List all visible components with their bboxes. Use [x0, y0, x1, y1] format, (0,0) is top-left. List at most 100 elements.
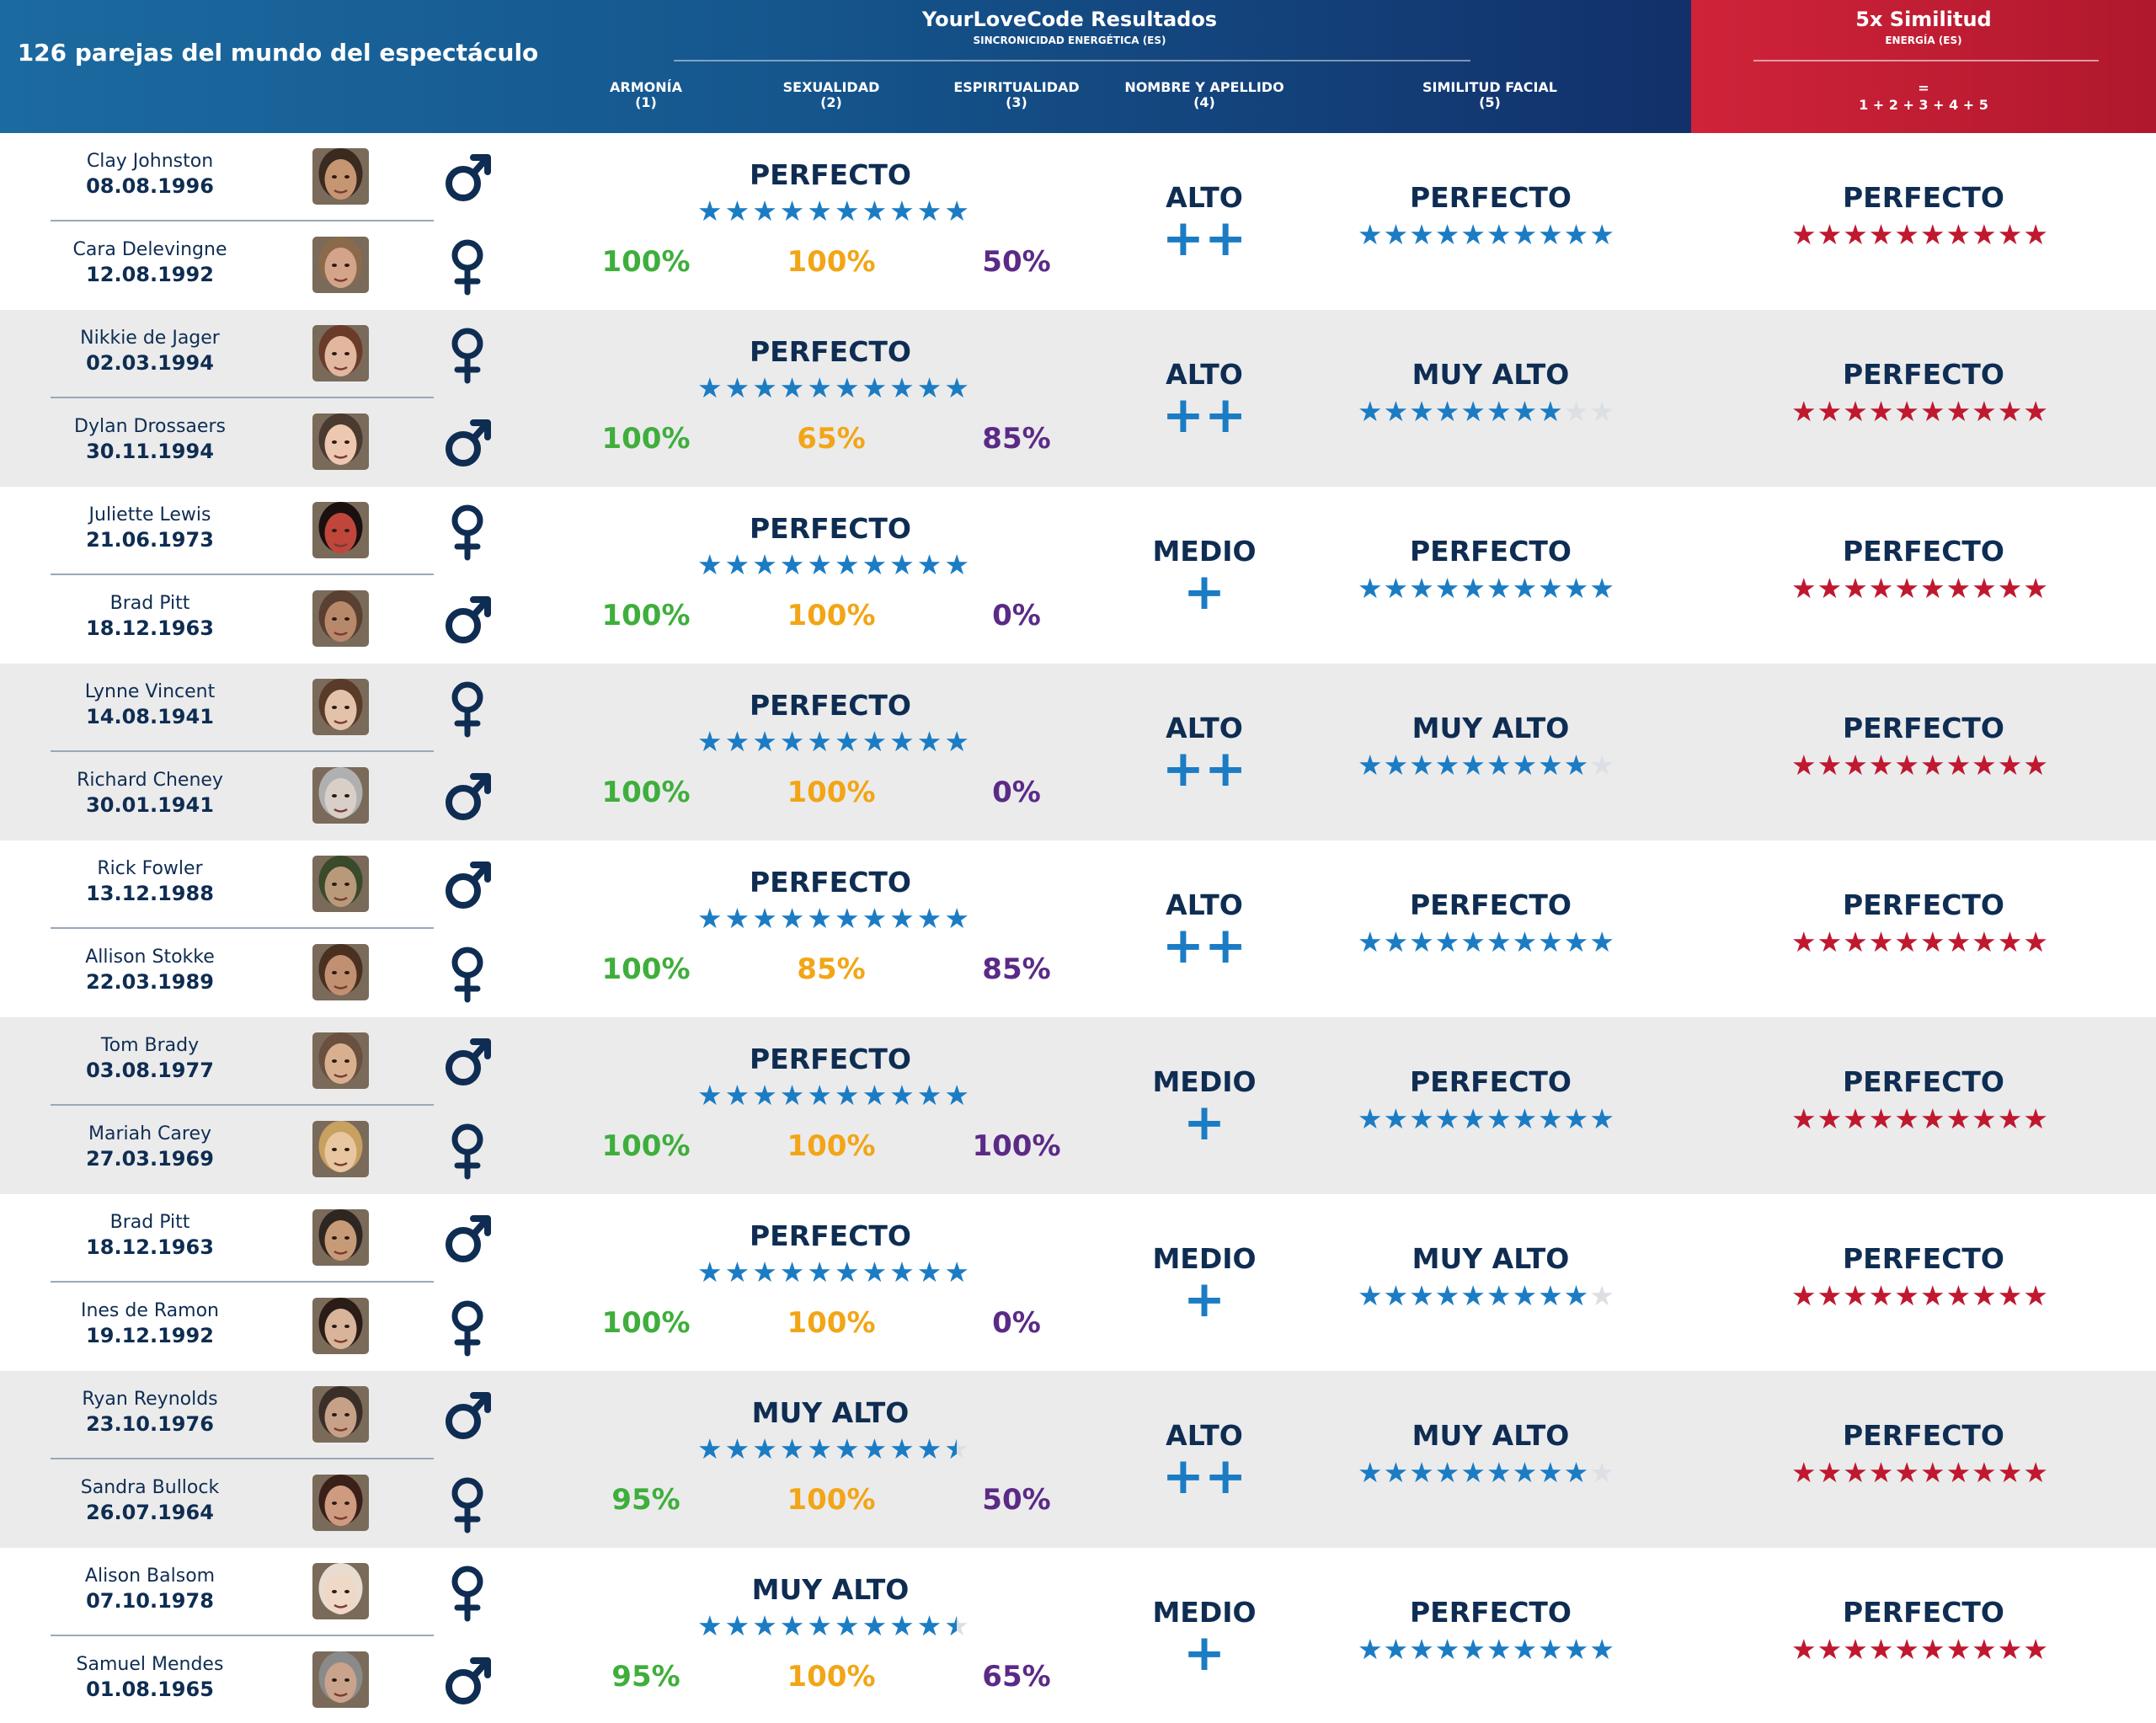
star-icon: ★★: [1512, 1633, 1538, 1666]
star-icon: ★★: [1383, 1456, 1409, 1489]
star-icon: ★★: [2023, 395, 2048, 428]
avatar: [312, 502, 369, 558]
star-icon: ★★: [916, 725, 942, 758]
energy-level: PERFECTO: [749, 1043, 911, 1075]
espiritualidad-percent: 0%: [992, 1306, 1041, 1340]
star-icon: ★★: [1919, 1102, 1945, 1135]
star-icon: ★★: [834, 1609, 860, 1642]
star-icon: ★★: [1843, 395, 1868, 428]
energy-stars: ★★★★★★★★★★★★★★★★★★★★: [697, 374, 969, 402]
birth-date: 19.12.1992: [86, 1324, 214, 1347]
person-1: Tom Brady 03.08.1977: [7, 1034, 293, 1083]
star-icon: ★★: [1538, 395, 1563, 428]
star-icon: ★★: [834, 1079, 860, 1112]
star-icon: ★★: [1563, 1279, 1589, 1312]
star-icon: ★★: [2023, 1633, 2048, 1666]
plus-icon: +: [1182, 1093, 1226, 1152]
star-icon: ★★: [1868, 1102, 1894, 1135]
star-icon: ★★: [1512, 1102, 1538, 1135]
star-icon: ★★: [1409, 395, 1434, 428]
star-icon: ★★: [1486, 749, 1512, 781]
star-icon: ★★: [724, 1432, 750, 1465]
couple-row: Alison Balsom 07.10.1978 Samuel Mendes 01.0…: [0, 1548, 2156, 1723]
energy-level: MUY ALTO: [751, 1396, 910, 1429]
star-icon: ★★: [1512, 926, 1538, 958]
star-icon: ★★: [1589, 749, 1614, 781]
star-icon: ★★: [1894, 218, 1919, 251]
espiritualidad-percent: 0%: [992, 599, 1041, 632]
star-icon: ★★: [697, 1609, 723, 1642]
avatar: [312, 237, 369, 293]
couple-row: Tom Brady 03.08.1977 Mariah Carey 27.03.196…: [0, 1017, 2156, 1194]
total-level: PERFECTO: [1842, 358, 2004, 391]
star-icon: ★★: [1997, 572, 2023, 605]
person-2: Brad Pitt 18.12.1963: [7, 592, 293, 641]
star-icon: ★★: [1538, 1633, 1563, 1666]
armonia-percent: 100%: [601, 952, 691, 986]
total-level: PERFECTO: [1842, 712, 2004, 744]
avatar: [312, 148, 369, 205]
star-icon: ★★: [1460, 749, 1486, 781]
avatar: [312, 413, 369, 470]
star-icon: ★★: [1563, 1633, 1589, 1666]
sexualidad-percent: 85%: [797, 952, 866, 986]
female-symbol-icon: [438, 679, 497, 738]
star-icon: ★★: [697, 1256, 723, 1288]
avatar: [312, 590, 369, 647]
star-icon: ★★: [2023, 1102, 2048, 1135]
sexualidad-percent: 65%: [797, 422, 866, 456]
star-icon: ★★: [697, 725, 723, 758]
male-symbol-icon: [438, 856, 497, 915]
star-icon: ★★: [807, 1432, 832, 1465]
column-number: (4): [1193, 94, 1215, 110]
star-icon: ★★: [862, 1256, 888, 1288]
star-icon: ★★: [1538, 749, 1563, 781]
star-icon: ★★: [944, 1079, 969, 1112]
facial-stars: ★★★★★★★★★★★★★★★★★★★★: [1358, 1105, 1614, 1133]
star-icon: ★★: [1383, 572, 1409, 605]
star-icon: ★★: [1843, 572, 1868, 605]
star-icon: ★★: [752, 371, 777, 404]
star-icon: ★★: [2023, 1279, 2048, 1312]
star-icon: ★★: [1972, 1456, 1997, 1489]
facial-stars: ★★★★★★★★★★★★★★★★★★★★: [1358, 1635, 1614, 1663]
person-name: Samuel Mendes: [76, 1654, 224, 1675]
birth-date: 30.01.1941: [86, 793, 214, 817]
star-icon: ★★: [944, 725, 969, 758]
energy-level: PERFECTO: [749, 689, 911, 722]
star-icon: ★★: [697, 1079, 723, 1112]
star-icon: ★★: [752, 1256, 777, 1288]
sexualidad-percent: 100%: [787, 776, 876, 809]
star-icon: ★★: [807, 195, 832, 227]
star-icon: ★★: [807, 548, 832, 581]
star-icon: ★★: [752, 1079, 777, 1112]
column-label: SIMILITUD FACIAL: [1422, 79, 1557, 95]
star-icon: ★★: [779, 548, 805, 581]
star-icon: ★★: [944, 195, 969, 227]
person-1: Lynne Vincent 14.08.1941: [7, 680, 293, 729]
star-icon: ★★: [724, 371, 750, 404]
person-name: Tom Brady: [100, 1035, 200, 1056]
header-red-panel: [1691, 0, 2156, 133]
male-symbol-icon: [438, 1386, 497, 1445]
star-icon: ★★: [1434, 1456, 1460, 1489]
star-icon: ★★: [1791, 1633, 1817, 1666]
column-number: (3): [1006, 94, 1027, 110]
star-icon: ★★: [752, 1432, 777, 1465]
armonia-percent: 100%: [601, 776, 691, 809]
star-icon: ★★: [862, 1609, 888, 1642]
star-icon: ★★: [1997, 1456, 2023, 1489]
star-icon: ★★: [1997, 395, 2023, 428]
armonia-percent: 95%: [611, 1483, 680, 1517]
star-icon: ★★: [1460, 1633, 1486, 1666]
person-2: Richard Cheney 30.01.1941: [7, 769, 293, 818]
female-symbol-icon: [438, 1563, 497, 1622]
facial-level: PERFECTO: [1409, 1596, 1572, 1629]
star-icon: ★★: [889, 725, 915, 758]
star-icon: ★★: [1383, 1633, 1409, 1666]
star-icon: ★★: [779, 1256, 805, 1288]
star-icon: ★★: [1843, 218, 1868, 251]
star-icon: ★★: [1434, 749, 1460, 781]
total-level: PERFECTO: [1842, 1419, 2004, 1452]
star-icon: ★★: [724, 1609, 750, 1642]
